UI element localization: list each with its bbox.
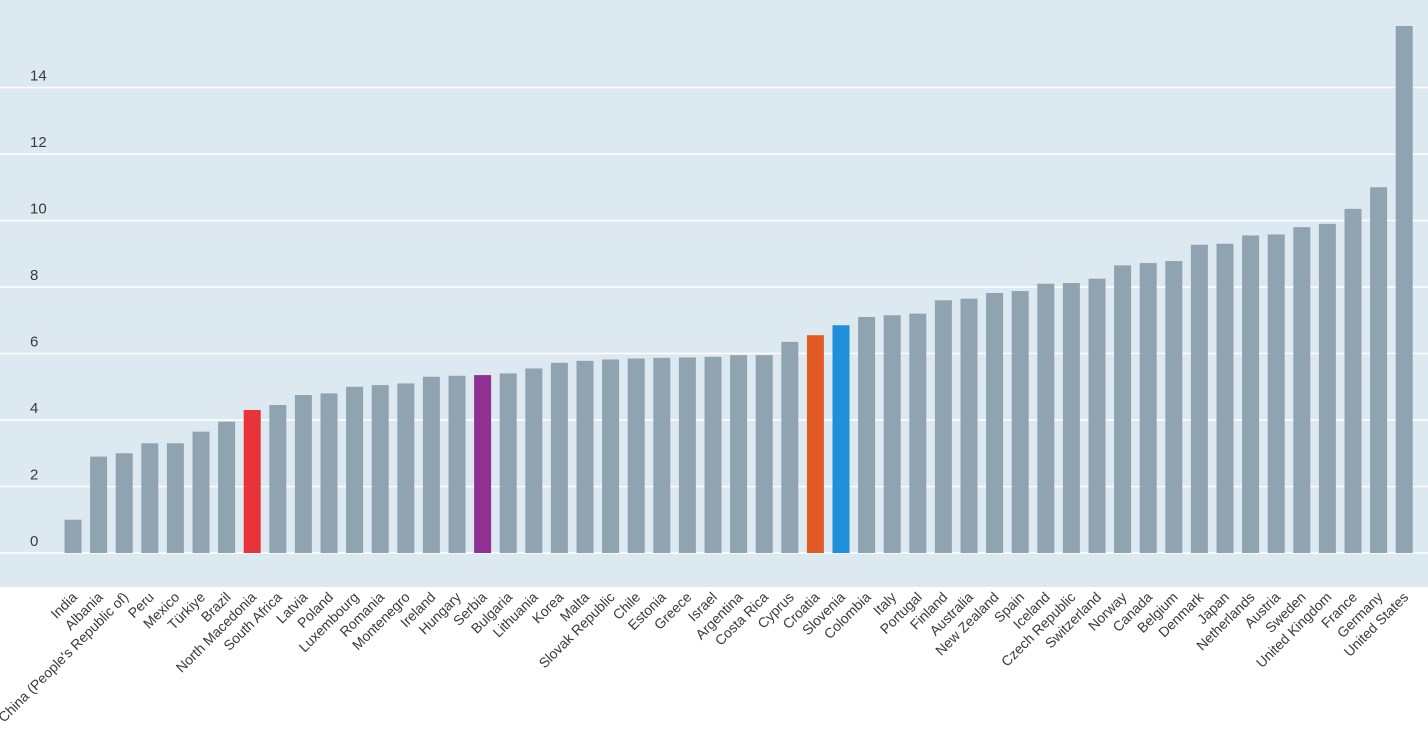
bar-peru [141,443,159,553]
bar-switzerland [1088,278,1106,553]
bar-t-rkiye [192,431,210,553]
bar-korea [550,362,568,553]
bar-australia [960,298,978,553]
bar-czech-republic [1062,283,1080,553]
bars [64,25,1413,554]
bar-bulgaria [499,373,517,553]
bar-brazil [218,421,236,553]
bar-japan [1216,243,1234,553]
bar-united-states [1395,25,1413,554]
bar-united-kingdom [1318,223,1336,553]
bar-denmark [1190,244,1208,553]
y-tick-label: 6 [30,334,38,351]
bar-netherlands [1242,235,1260,553]
bar-france [1344,208,1362,554]
bar-greece [678,357,696,553]
y-tick-label: 4 [30,400,38,417]
bar-luxembourg [346,386,364,553]
y-tick-label: 8 [30,267,38,284]
bar-chile [627,358,645,553]
bar-north-macedonia [243,410,261,553]
bar-germany [1370,187,1388,553]
y-tick-label: 10 [30,201,47,218]
bar-slovak-republic [602,359,620,553]
bar-poland [320,393,338,553]
bar-new-zealand [986,292,1004,553]
bar-cyprus [781,341,799,553]
bar-latvia [294,395,312,553]
bar-slovenia [832,325,850,553]
bar-colombia [858,316,876,553]
bar-finland [934,300,952,553]
y-tick-label: 2 [30,467,38,484]
bar-serbia [474,375,492,553]
bar-montenegro [397,383,415,553]
bar-israel [704,356,722,553]
bar-argentina [730,355,748,553]
bar-romania [371,385,389,553]
bar-ireland [422,376,440,553]
bar-india [64,519,82,553]
bar-mexico [166,443,184,553]
bar-estonia [653,357,671,553]
bar-portugal [909,313,927,553]
bar-croatia [806,335,824,553]
bar-spain [1011,290,1029,553]
bar-belgium [1165,261,1183,553]
bar-china-people-s-republic-of [115,453,133,553]
y-tick-label: 12 [30,134,47,151]
bar-costa-rica [755,355,773,553]
bar-albania [90,456,108,553]
bar-lithuania [525,368,543,553]
bar-hungary [448,375,466,553]
bar-italy [883,315,901,553]
bar-iceland [1037,283,1055,553]
bar-south-africa [269,405,287,553]
bar-canada [1139,263,1157,553]
bar-norway [1114,265,1132,553]
y-tick-label: 0 [30,533,38,550]
bar-sweden [1293,227,1311,553]
bar-austria [1267,234,1285,553]
y-axis-tick-labels: 0 2 4 6 8 10 12 14 [30,68,47,551]
bar-malta [576,360,594,553]
y-tick-label: 14 [30,68,47,85]
